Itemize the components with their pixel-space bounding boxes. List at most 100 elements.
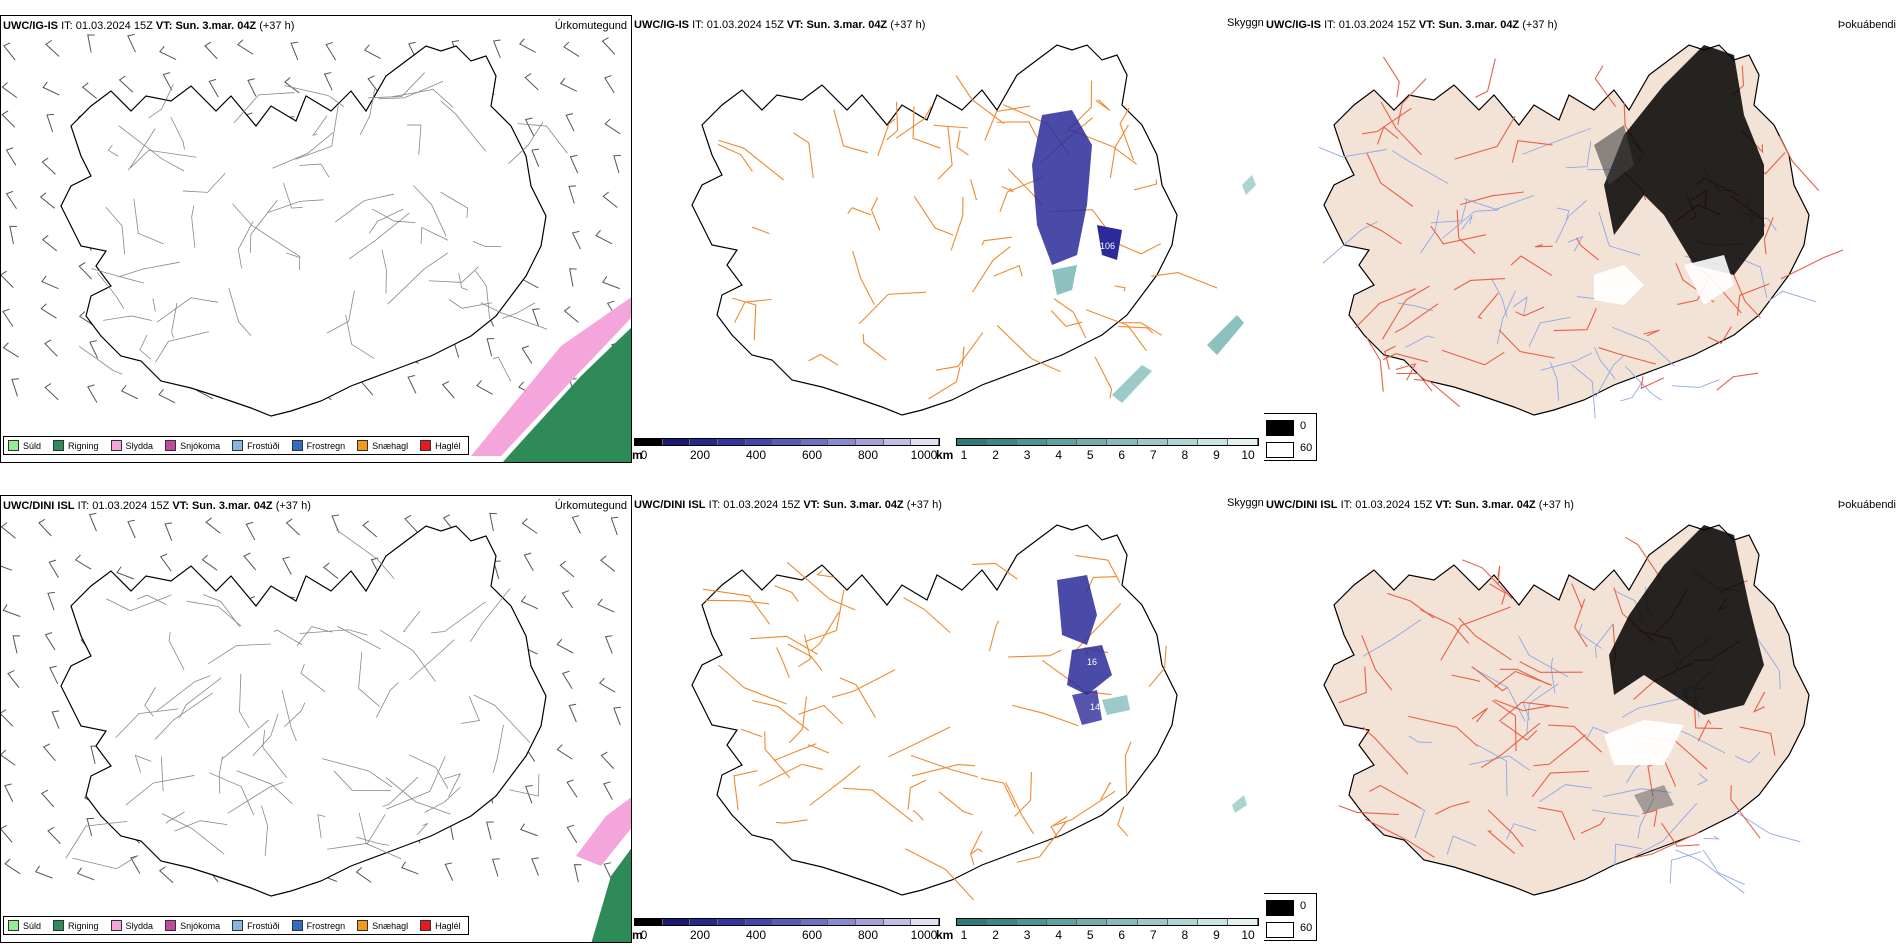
wind-barb [561,590,574,609]
legend-label: Frostregn [306,440,346,451]
road-segment [78,345,123,375]
wind-barb [363,44,381,60]
road-segment [1519,661,1583,673]
wind-barb [476,380,493,395]
wind-barb [86,817,95,837]
wind-barb [563,41,580,57]
colorbar-cell [957,919,988,925]
wind-barb [601,37,616,55]
road-segment [1697,719,1712,742]
legend-swatch [420,440,432,451]
road-segment [1555,200,1587,244]
panel-title: Þokuábendi [1837,499,1896,511]
wind-barb [367,75,380,94]
colorbar-cell [1137,439,1168,445]
wind-barb [441,380,455,399]
road-segment [1477,292,1499,319]
road-segment [752,699,810,731]
road-segment [732,297,757,341]
wind-barb [1,270,14,288]
road-segment [1496,290,1516,344]
wind-barb [44,339,58,357]
road-segment [261,805,268,857]
wind-barb [3,42,16,61]
road-segment [1094,356,1113,399]
wind-barb [573,864,582,883]
road-segment [972,246,1011,293]
road-segment [208,772,255,816]
colorbar-tick: 6 [1118,928,1126,942]
wind-barb [600,555,616,572]
panel-title: Skyggni [1227,17,1264,29]
road-segment [911,764,976,777]
panel-title: Þokuábendi [1837,19,1896,31]
wind-barb [597,598,615,613]
road-segment [509,773,540,797]
precip-map [1,33,631,462]
legend-label: Haglél [435,440,461,451]
road-segment [312,115,328,136]
road-segment [1382,285,1430,340]
colorbar-cell [635,439,663,445]
road-segment [133,198,164,245]
wind-barb [284,77,300,94]
road-segment [773,743,817,762]
wind-barb [486,821,494,840]
road-segment [970,179,978,201]
road-segment [1531,770,1589,798]
road-segment [1635,802,1698,856]
road-segment [1124,741,1132,795]
precip-type-legend: Súld Rigning Slydda Snjókoma Frostúði Frostre… [3,436,469,455]
road-segment [1151,272,1218,289]
wind-barb [12,635,21,654]
road-segment [1408,735,1433,743]
road-segment [1553,308,1597,332]
road-segment [1612,326,1675,367]
wind-barb [524,73,539,91]
wind-barb [531,857,539,876]
road-segment [299,629,368,636]
road-segment [895,106,932,139]
road-segment [1661,822,1700,847]
road-segment [1580,817,1606,834]
wind-barb [127,33,136,53]
road-segment [981,236,1013,246]
wind-barb [604,118,621,135]
colorbar-cell [883,919,912,925]
road-segment [1475,58,1496,98]
road-segment [1539,784,1593,803]
colorbar-tick: 0 [640,448,648,462]
road-segment [928,366,961,400]
road-segment [517,123,568,154]
road-segment [156,675,211,712]
road-segment [403,611,421,633]
road-segment [376,682,399,718]
colorbar-tick: 3 [1023,448,1031,462]
road-segment [702,588,771,625]
legend-label: Slydda [125,440,154,451]
road-segment [296,626,333,646]
road-segment [1119,107,1134,161]
road-segment [1540,352,1593,371]
road-segment [161,813,225,855]
colorbar-tick: 1000 [910,448,938,462]
road-segment [705,599,770,605]
road-segment [1550,657,1556,694]
road-segment [1625,536,1662,580]
road-segment [148,84,174,119]
road-segment [359,88,376,136]
road-segment [980,777,1016,808]
wind-barb [600,751,615,769]
road-segment [252,713,279,757]
wind-barb [159,553,172,572]
road-segment [1752,691,1766,713]
road-segment [912,106,941,149]
colorbar-cell [1137,919,1168,925]
road-segment [993,264,1023,277]
wind-barb [74,554,92,570]
road-segment [961,346,965,367]
fog-map [1323,524,1810,896]
road-segment [300,663,326,693]
colorbar-tick: 7 [1149,928,1157,942]
wind-barb [42,743,56,762]
